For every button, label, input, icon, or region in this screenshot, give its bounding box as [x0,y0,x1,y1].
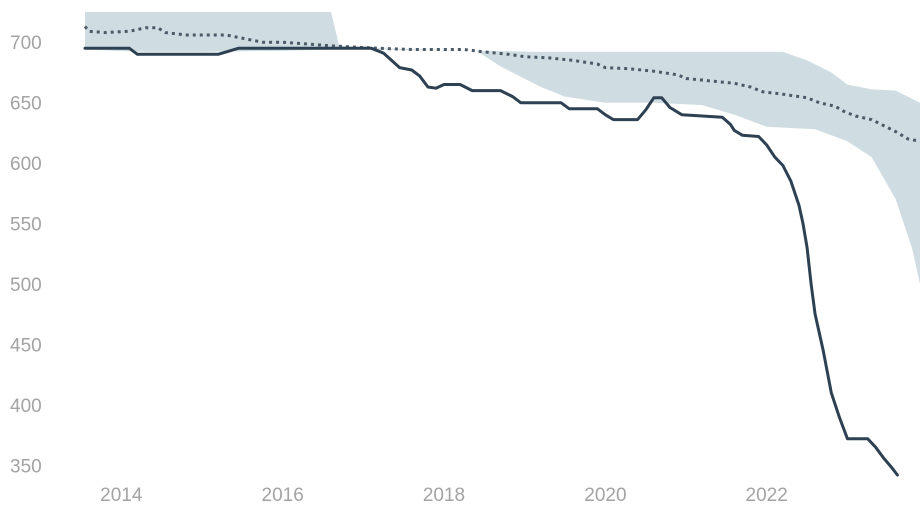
x-tick-label: 2022 [746,485,788,506]
x-tick-label: 2014 [100,485,143,506]
x-tick-label: 2020 [584,485,626,506]
x-axis: 2014 2016 2018 2020 2022 [100,485,788,506]
y-tick-label: 700 [10,33,42,54]
x-tick-label: 2018 [423,485,465,506]
y-tick-label: 550 [10,215,42,236]
solid-series-line [83,46,899,477]
range-band [85,12,920,284]
dotted-series-line [83,25,920,143]
y-axis: 350 400 450 500 550 600 650 700 [10,33,42,477]
range-band-layer [85,12,920,284]
y-tick-label: 600 [10,154,42,175]
y-tick-label: 500 [10,275,42,296]
y-tick-label: 650 [10,94,42,115]
y-tick-label: 400 [10,396,42,417]
series-layer [83,25,920,477]
y-tick-label: 350 [10,456,42,477]
y-tick-label: 450 [10,335,42,356]
x-tick-label: 2016 [262,485,304,506]
